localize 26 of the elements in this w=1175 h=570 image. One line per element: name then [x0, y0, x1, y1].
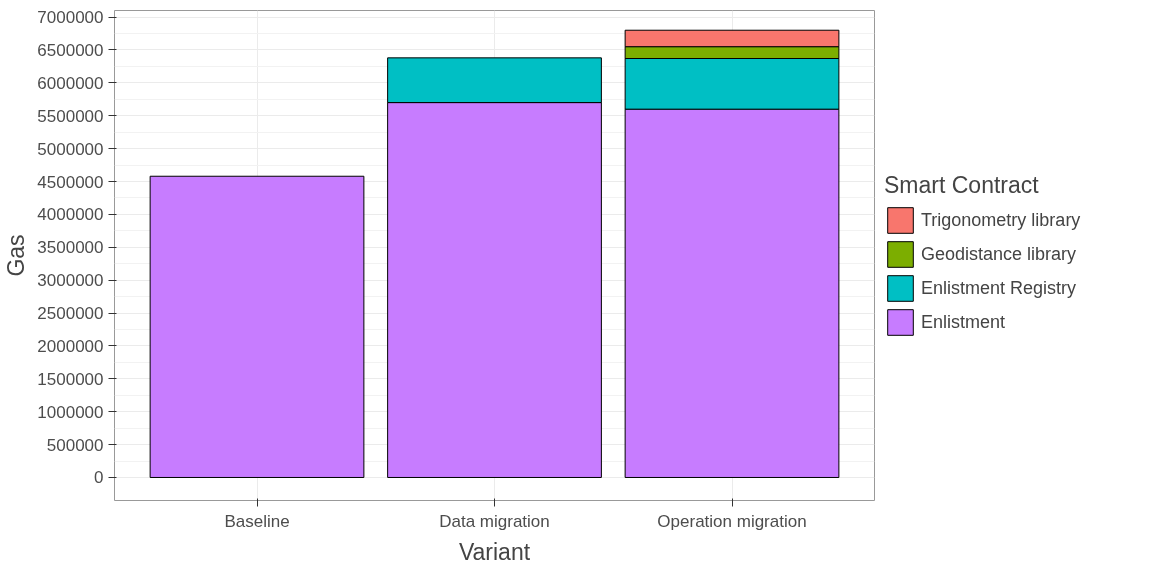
y-tick-label: 5500000 — [37, 106, 104, 126]
legend-label: Enlistment Registry — [921, 277, 1077, 299]
y-tick-label: 5000000 — [37, 139, 104, 159]
y-tick-label: 6500000 — [37, 40, 104, 60]
bar — [149, 175, 365, 478]
y-tick-label: 3000000 — [37, 271, 104, 291]
y-axis-title: Gas — [3, 234, 30, 277]
y-tick-label: 3500000 — [37, 238, 104, 258]
x-tick-label: Data migration — [439, 511, 550, 531]
x-tick-label: Baseline — [224, 511, 290, 531]
y-tick-label: 7000000 — [37, 8, 104, 28]
y-tick-label: 6000000 — [37, 73, 104, 93]
y-tick-label: 4500000 — [37, 172, 104, 192]
legend-label: Trigonometry library — [921, 209, 1081, 231]
y-tick-label: 500000 — [46, 435, 104, 455]
legend-title: Smart Contract — [884, 172, 1040, 199]
x-tick-label: Operation migration — [657, 511, 807, 531]
y-tick-label: 4000000 — [37, 205, 104, 225]
y-tick-label: 1500000 — [37, 369, 104, 389]
y-tick-label: 0 — [94, 468, 104, 488]
y-tick-label: 2000000 — [37, 336, 104, 356]
y-tick-label: 1000000 — [37, 402, 104, 422]
y-tick-label: 2500000 — [37, 304, 104, 324]
legend-label: Enlistment — [921, 311, 1006, 333]
x-axis-title: Variant — [458, 538, 531, 565]
legend-label: Geodistance library — [921, 243, 1077, 265]
